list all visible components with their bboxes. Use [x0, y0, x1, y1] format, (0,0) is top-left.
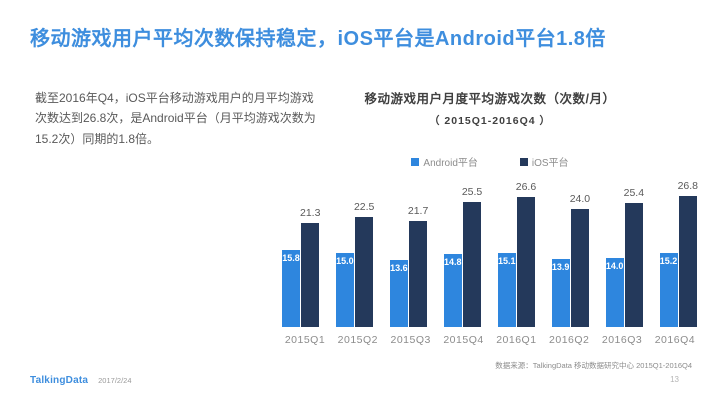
bar-chart: 移动游戏用户月度平均游戏次数（次数/月） （ 2015Q1-2016Q4 ） A… — [280, 88, 700, 371]
bar-group: 15.1 26.6 — [497, 181, 536, 327]
ios-bar — [463, 202, 482, 327]
x-axis-label: 2015Q4 — [443, 334, 484, 346]
android-legend-swatch — [411, 157, 420, 166]
android-value-label: 14.8 — [444, 257, 462, 267]
android-bar-column: 14.8 — [443, 254, 462, 327]
x-axis-label: 2015Q3 — [390, 334, 431, 346]
android-value-label: 15.0 — [336, 256, 354, 266]
slide-title: 移动游戏用户平均次数保持稳定，iOS平台是Android平台1.8倍 — [30, 28, 606, 50]
bar-group: 14.0 25.4 — [605, 187, 644, 327]
android-bar-column: 15.1 — [497, 253, 516, 327]
source-note: 数据来源：TalkingData 移动数据研究中心 2015Q1-2016Q4 — [495, 361, 692, 370]
android-bar: 15.1 — [497, 253, 516, 327]
x-axis-label: 2015Q1 — [284, 334, 326, 346]
ios-bar — [570, 209, 589, 327]
x-axis-labels: 2015Q1 2015Q2 2015Q3 2015Q4 2016Q1 2016Q2 2016… — [280, 334, 700, 346]
legend-item-ios: iOS平台 — [519, 154, 569, 169]
ios-bar-column: 21.3 — [300, 207, 320, 327]
ios-bar-column: 25.4 — [624, 187, 644, 327]
x-axis-label: 2016Q3 — [601, 334, 643, 346]
x-axis-label: 2016Q1 — [496, 334, 537, 346]
ios-value-label: 25.5 — [461, 186, 483, 198]
android-bar: 15.2 — [659, 253, 678, 327]
ios-value-label: 25.4 — [623, 187, 645, 199]
ios-bar-column: 26.6 — [516, 181, 536, 327]
page-number: 13 — [670, 375, 679, 384]
android-legend-label: Android平台 — [423, 158, 478, 169]
ios-value-label: 22.5 — [353, 201, 375, 213]
android-value-label: 13.9 — [551, 262, 570, 272]
talkingdata-logo: TalkingData — [30, 375, 89, 386]
ios-value-label: 21.3 — [300, 207, 321, 219]
ios-bar-column: 26.8 — [678, 180, 698, 327]
android-bar: 14.8 — [443, 254, 462, 327]
android-value-label: 15.8 — [282, 253, 300, 263]
android-bar-column: 14.0 — [605, 258, 624, 327]
android-bar: 13.9 — [551, 259, 570, 327]
bar-group: 15.8 21.3 — [282, 207, 320, 327]
footer-date: 2017/2/24 — [98, 376, 132, 385]
android-value-label: 15.1 — [497, 256, 516, 266]
plot-area: 15.8 21.3 15.0 22.5 13.6 21.7 14.8 25.5 15.1 26.6… — [280, 177, 700, 327]
ios-value-label: 26.6 — [515, 181, 537, 193]
x-axis-label: 2015Q2 — [337, 334, 379, 346]
ios-value-label: 24.0 — [569, 193, 591, 205]
body-paragraph: 截至2016年Q4，iOS平台移动游戏用户的月平均游戏次数达到26.8次，是An… — [35, 91, 316, 146]
android-bar-column: 15.8 — [282, 250, 300, 327]
android-bar: 15.8 — [282, 250, 300, 327]
android-bar-column: 15.2 — [659, 253, 678, 327]
android-value-label: 13.6 — [390, 263, 408, 273]
android-bar: 14.0 — [605, 258, 624, 327]
ios-bar — [516, 197, 535, 327]
ios-bar — [624, 203, 643, 327]
android-value-label: 14.0 — [605, 261, 624, 271]
ios-bar — [355, 217, 374, 327]
ios-bar — [301, 223, 320, 327]
bar-group: 13.6 21.7 — [389, 205, 428, 327]
ios-value-label: 21.7 — [407, 205, 429, 217]
ios-bar-column: 22.5 — [354, 201, 374, 327]
ios-bar — [678, 196, 697, 327]
android-bar-column: 13.9 — [551, 259, 570, 327]
chart-legend: Android平台 iOS平台 — [280, 154, 700, 169]
x-axis-label: 2016Q2 — [549, 334, 590, 346]
android-bar: 13.6 — [389, 260, 408, 327]
bar-group: 13.9 24.0 — [551, 193, 590, 327]
x-axis-label: 2016Q4 — [654, 334, 696, 346]
ios-value-label: 26.8 — [677, 180, 698, 192]
ios-bar-column: 21.7 — [408, 205, 428, 327]
ios-bar-column: 24.0 — [570, 193, 590, 327]
android-bar: 15.0 — [335, 253, 354, 327]
ios-bar-column: 25.5 — [462, 186, 482, 327]
ios-legend-label: iOS平台 — [531, 158, 569, 169]
android-value-label: 15.2 — [659, 256, 678, 266]
android-bar-column: 13.6 — [389, 260, 408, 327]
footer: TalkingData 2017/2/24 — [30, 375, 132, 386]
bar-group: 15.2 26.8 — [659, 180, 698, 327]
legend-item-android: Android平台 — [411, 154, 478, 169]
ios-legend-swatch — [519, 157, 528, 166]
bar-group: 14.8 25.5 — [443, 186, 482, 327]
bar-group: 15.0 22.5 — [335, 201, 374, 327]
android-bar-column: 15.0 — [335, 253, 354, 327]
ios-bar — [409, 221, 428, 327]
chart-subtitle: （ 2015Q1-2016Q4 ） — [428, 115, 552, 127]
chart-title: 移动游戏用户月度平均游戏次数（次数/月） — [364, 92, 616, 106]
